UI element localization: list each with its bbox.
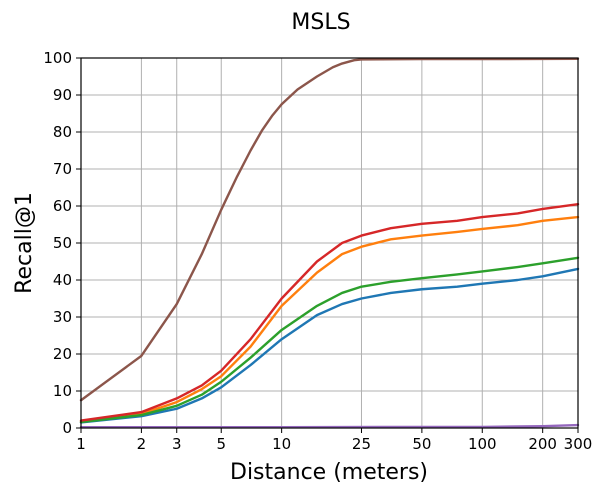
chart-title: MSLS [291, 10, 350, 35]
y-tick-label: 10 [53, 382, 72, 400]
x-tick-label: 300 [564, 435, 593, 453]
x-tick-label: 3 [172, 435, 182, 453]
x-tick-label: 10 [272, 435, 291, 453]
y-tick-label: 100 [43, 49, 72, 67]
y-tick-label: 90 [53, 86, 72, 104]
series-line-brown [79, 57, 580, 402]
x-tick-label: 1 [76, 435, 86, 453]
ticks: 1 2 3 5 10 25 50 100 200 300 0 10 20 30 40 50 60 70 80 90 10… [43, 49, 592, 453]
y-tick-label: 0 [62, 419, 72, 437]
y-axis-label: Recall@1 [12, 192, 37, 294]
x-tick-label: 5 [216, 435, 226, 453]
x-tick-label: 200 [528, 435, 557, 453]
x-axis-label: Distance (meters) [230, 460, 428, 485]
y-tick-label: 50 [53, 234, 72, 252]
series-layer [79, 57, 580, 429]
y-tick-label: 70 [53, 160, 72, 178]
y-tick-label: 80 [53, 123, 72, 141]
x-tick-label: 2 [137, 435, 147, 453]
y-tick-label: 20 [53, 345, 72, 363]
series-line-green [79, 256, 580, 424]
x-tick-label: 50 [412, 435, 431, 453]
y-tick-label: 30 [53, 308, 72, 326]
y-tick-label: 40 [53, 271, 72, 289]
x-tick-label: 100 [468, 435, 497, 453]
series-line-orange [79, 215, 580, 423]
series-line-purple [79, 423, 580, 429]
y-tick-label: 60 [53, 197, 72, 215]
series-line-blue [79, 267, 580, 424]
series-line-red [79, 202, 580, 422]
grid [80, 57, 579, 429]
x-tick-label: 25 [352, 435, 371, 453]
